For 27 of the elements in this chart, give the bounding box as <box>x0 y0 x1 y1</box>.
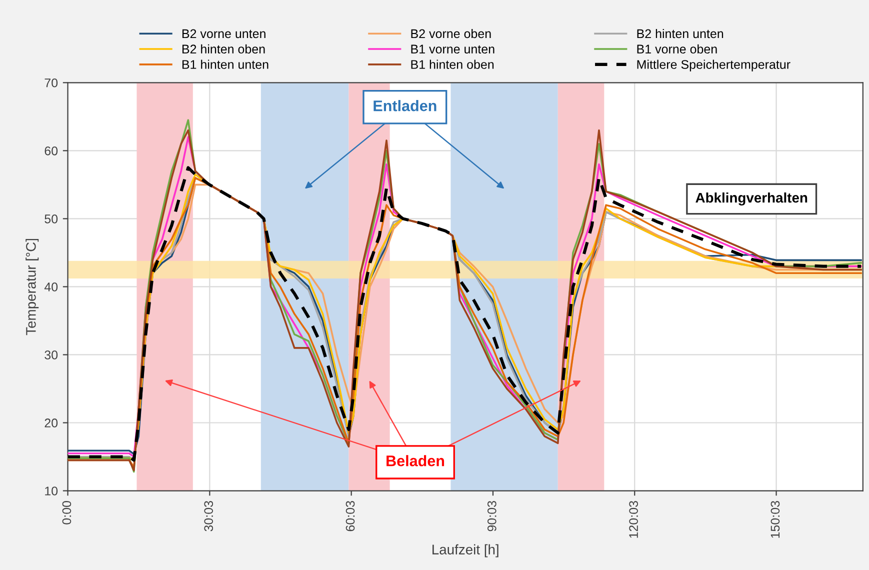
legend-label: B1 vorne oben <box>637 44 717 54</box>
legend-label: B1 hinten oben <box>411 60 494 69</box>
x-tick-label: 30:03 <box>204 501 214 532</box>
legend-label: Mittlere Speichertemperatur <box>637 60 790 72</box>
legend-label: B1 hinten unten <box>182 60 268 69</box>
x-axis-title: Laufzeit [h] <box>432 544 498 558</box>
annotation: Abklingverhalten <box>696 192 808 206</box>
y-tick-label: 50 <box>44 214 58 224</box>
y-tick-label: 30 <box>44 350 58 360</box>
y-tick-label: 20 <box>44 418 58 428</box>
legend-label: B1 vorne unten <box>411 44 494 54</box>
y-tick-label: 40 <box>44 282 58 292</box>
x-tick-label: 90:03 <box>487 501 496 532</box>
y-tick-label: 60 <box>44 146 58 156</box>
y-tick-label: 10 <box>45 486 58 496</box>
x-tick-label: 150:03 <box>770 501 780 538</box>
legend-label: B2 vorne oben <box>411 28 491 38</box>
x-tick-label: 60:03 <box>346 501 355 532</box>
y-tick-label: 70 <box>44 78 58 88</box>
annotation: Beladen <box>386 455 444 466</box>
legend-label: B2 hinten oben <box>182 44 265 54</box>
annotation: Entladen <box>374 100 436 112</box>
y-axis-title: Temperatur [°C] <box>26 238 39 336</box>
legend-label: B2 hinten unten <box>637 28 724 38</box>
x-tick-label: 120:03 <box>629 501 638 538</box>
legend-label: B2 vorne unten <box>182 29 266 38</box>
x-tick-label: 0:00 <box>62 500 72 524</box>
